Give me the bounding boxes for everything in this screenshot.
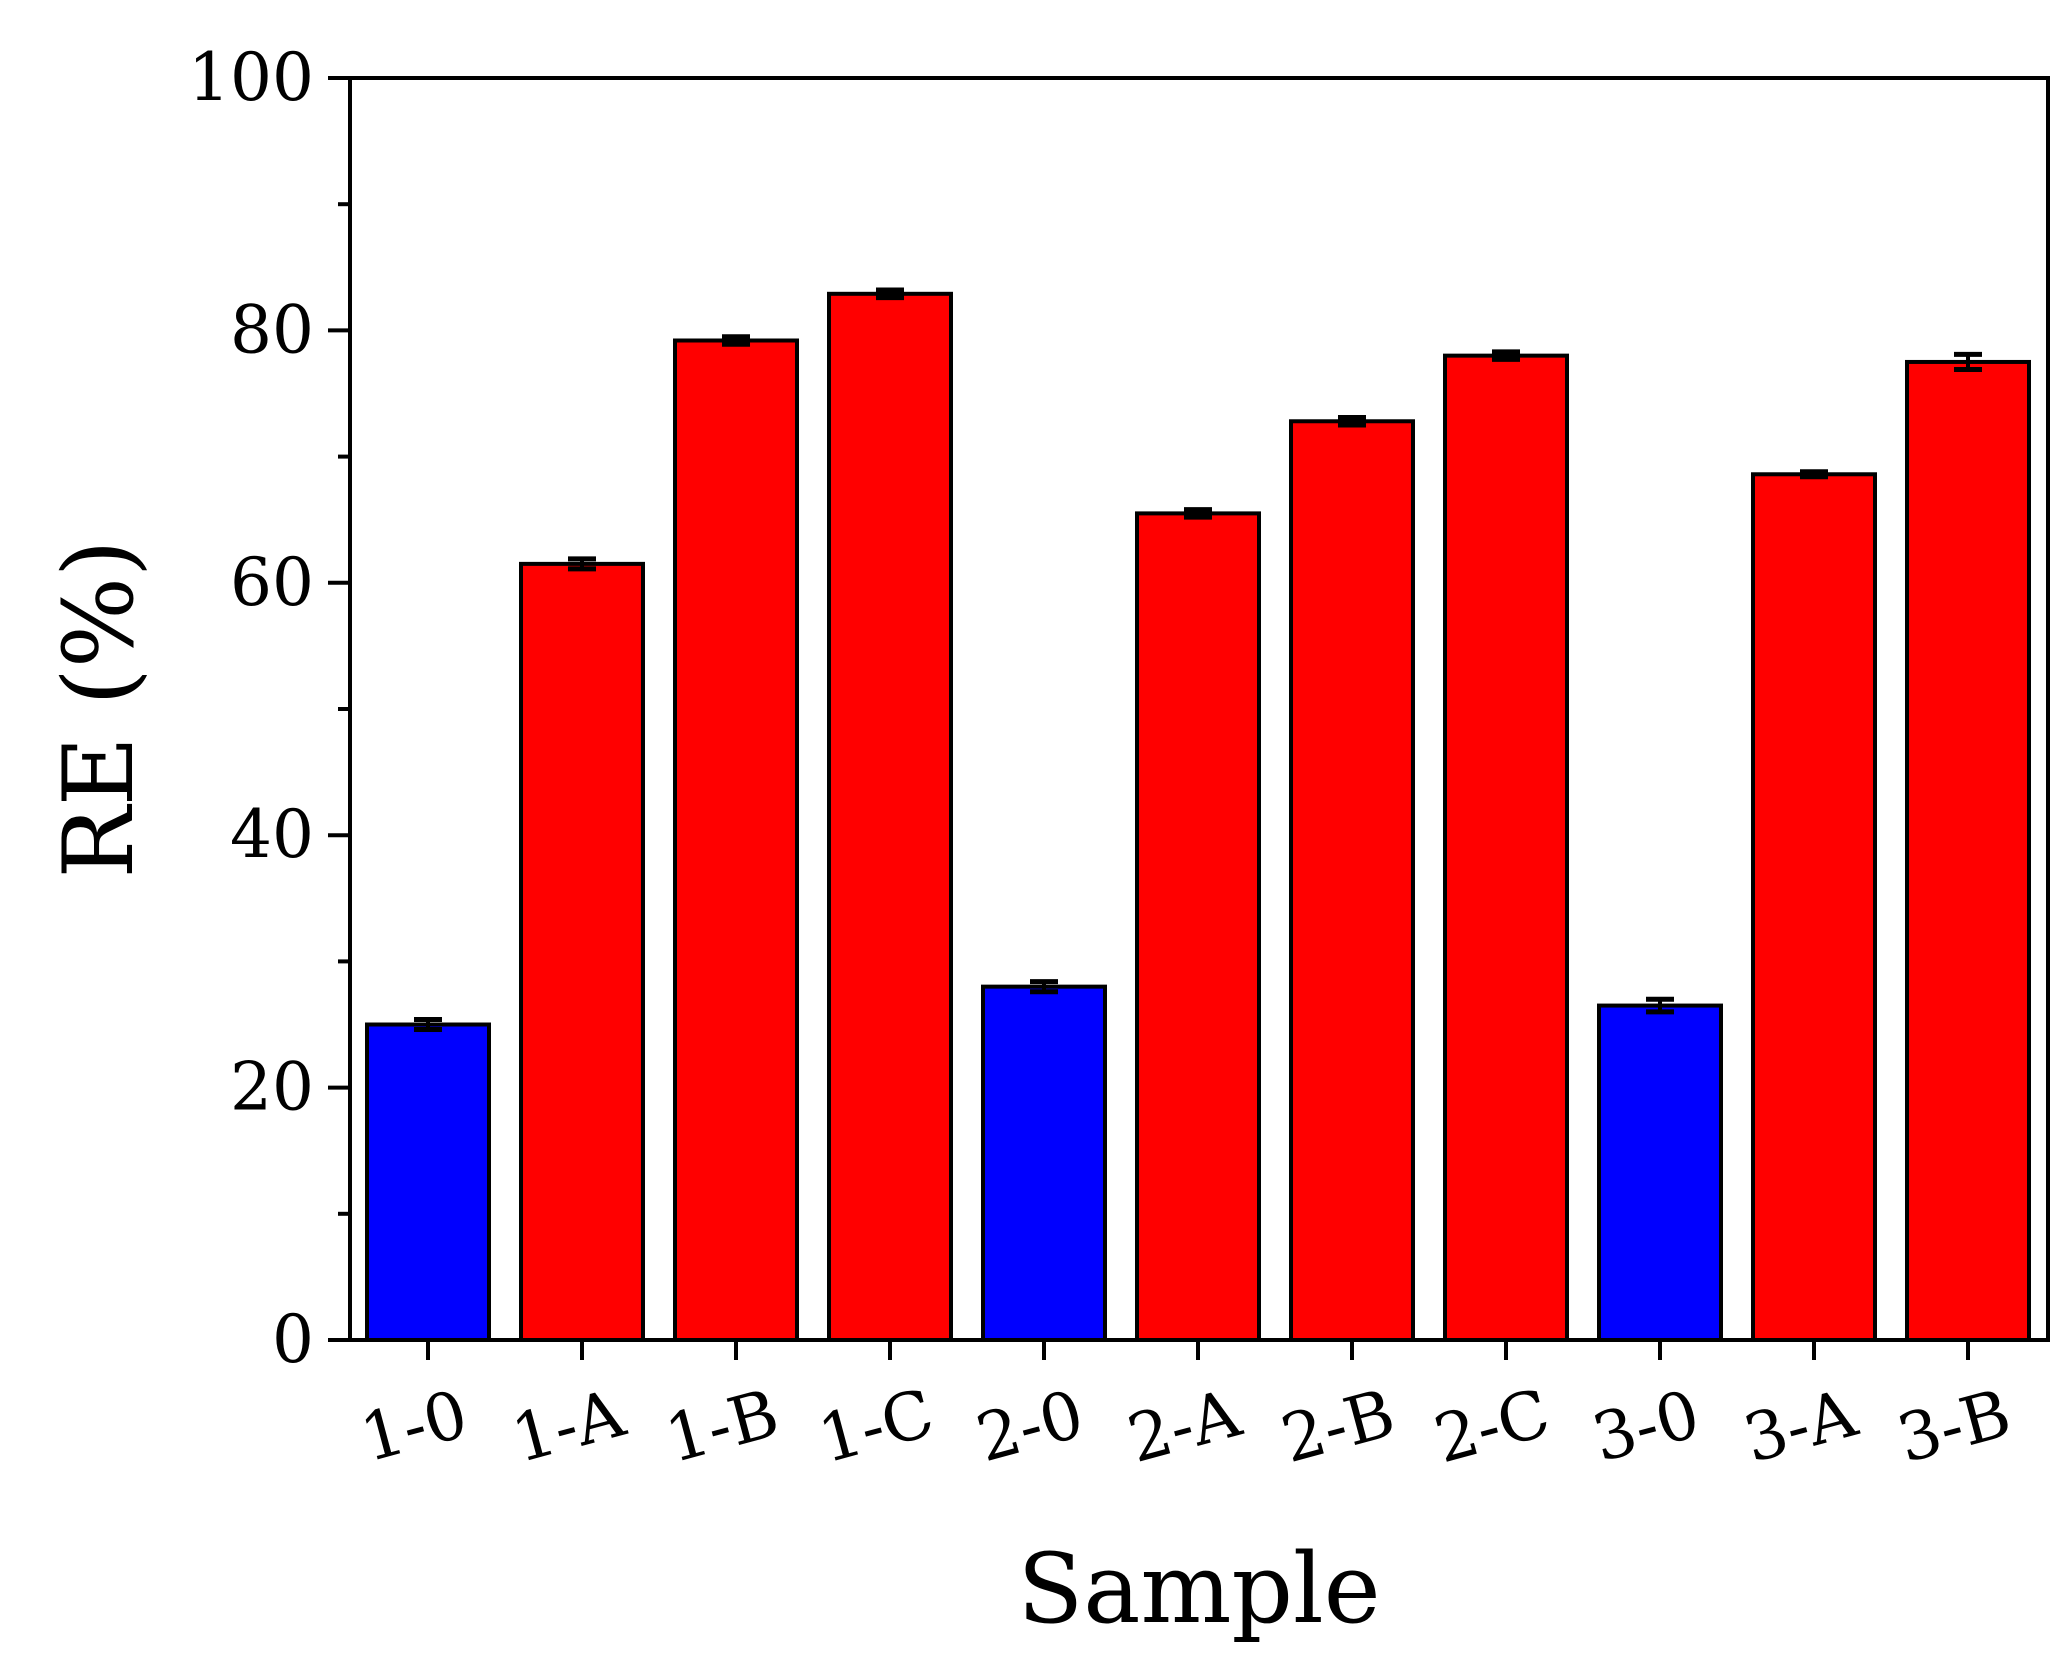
bar-2-A <box>1135 511 1261 1342</box>
error-bar-1-C <box>876 287 904 301</box>
y-tick-label-60: 60 <box>230 544 314 621</box>
x-tick-label-1-C: 1-C <box>811 1374 942 1478</box>
error-bar-2-A <box>1184 507 1212 520</box>
x-axis-title: Sample <box>1018 1533 1381 1645</box>
error-bar-3-B <box>1954 351 1982 373</box>
bar-2-C <box>1443 353 1569 1342</box>
bar-3-B <box>1905 359 2031 1342</box>
y-tick-label-20: 20 <box>230 1049 314 1126</box>
error-bar-3-0 <box>1646 996 1674 1015</box>
error-bar-1-A <box>568 556 596 572</box>
error-bar-2-0 <box>1030 979 1058 995</box>
x-tick-label-1-A: 1-A <box>504 1374 633 1478</box>
bar-3-0 <box>1597 1003 1723 1342</box>
error-bar-1-B <box>722 334 750 347</box>
x-tick-label-2-C: 2-C <box>1427 1374 1558 1478</box>
bar-2-0 <box>981 984 1107 1342</box>
y-axis: 0 20 40 60 80 100 <box>188 39 350 1378</box>
error-bar-1-0 <box>414 1016 442 1033</box>
y-tick-label-0: 0 <box>272 1301 314 1378</box>
x-tick-label-3-B: 3-B <box>1890 1374 2019 1478</box>
x-axis: 1-0 1-A 1-B 1-C 2-0 2-A 2-B 2-C 3-0 3-A 3-B <box>353 1340 2019 1478</box>
x-tick-label-3-0: 3-0 <box>1585 1375 1708 1477</box>
bar-2-B <box>1289 419 1415 1343</box>
x-tick-label-2-0: 2-0 <box>969 1375 1092 1477</box>
y-axis-title: RE (%) <box>43 540 155 879</box>
y-tick-label-80: 80 <box>230 291 314 368</box>
bars-layer <box>365 291 2031 1343</box>
error-bar-2-B <box>1338 414 1366 428</box>
bar-3-A <box>1751 472 1877 1342</box>
x-tick-label-3-A: 3-A <box>1736 1374 1865 1478</box>
bar-1-B <box>673 338 799 1343</box>
y-tick-label-40: 40 <box>230 796 314 873</box>
error-bars-layer <box>414 287 1982 1033</box>
x-tick-label-1-0: 1-0 <box>353 1375 476 1477</box>
error-bar-3-A <box>1800 469 1828 480</box>
x-tick-label-2-A: 2-A <box>1120 1374 1249 1478</box>
error-bar-2-C <box>1492 349 1520 362</box>
bar-1-A <box>519 561 645 1342</box>
y-tick-label-100: 100 <box>188 39 314 116</box>
x-tick-label-2-B: 2-B <box>1274 1374 1403 1478</box>
x-tick-label-1-B: 1-B <box>658 1374 787 1478</box>
bar-1-C <box>827 291 953 1342</box>
bar-1-0 <box>365 1022 491 1342</box>
